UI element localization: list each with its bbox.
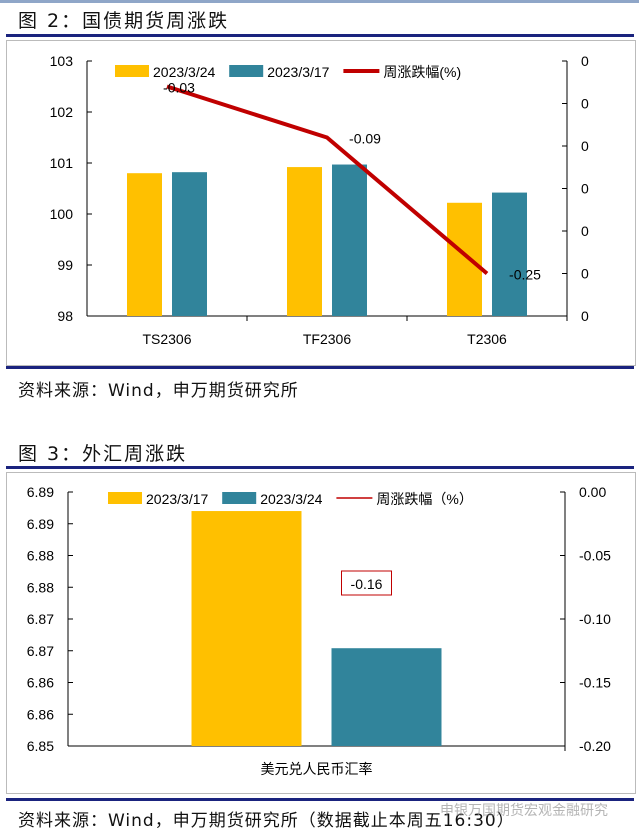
divider: [6, 466, 634, 469]
top-bar: [0, 0, 639, 3]
bar-2023/3/17: [332, 164, 367, 316]
data-label-box: [341, 570, 392, 596]
y2-tick-label: -0.10: [579, 611, 611, 627]
y-tick-label: 101: [50, 155, 74, 171]
line-series: [166, 84, 489, 276]
y-tick-label: 98: [57, 308, 73, 324]
y-tick-label: 6.88: [27, 548, 54, 564]
y-tick-label: 6.87: [27, 611, 54, 627]
data-label: -0.03: [163, 80, 195, 96]
data-label: -0.16: [351, 576, 383, 592]
y2-tick-label: 0.00: [579, 484, 606, 500]
figure-3-source: 资料来源：Wind，申万期货研究所（数据截止本周五16:30）: [18, 811, 515, 831]
y2-tick-label: 0: [581, 96, 589, 112]
category-label: T2306: [467, 331, 507, 347]
y2-tick-label: 0: [581, 181, 589, 197]
y2-tick-label: -0.20: [579, 738, 611, 754]
bar-2023/3/17: [191, 511, 302, 746]
bar-2023/3/24: [287, 167, 322, 316]
y2-tick-label: -0.15: [579, 675, 611, 691]
legend-label: 周涨跌幅（%）: [376, 491, 472, 507]
figure-3-title: 图 3：外汇周涨跌: [18, 443, 188, 465]
y-tick-label: 6.88: [27, 579, 54, 595]
y-tick-label: 6.87: [27, 643, 54, 659]
figure-2-title: 图 2：国债期货周涨跌: [18, 10, 230, 32]
bar-2023/3/24: [127, 173, 162, 316]
chart-2-frame: [6, 472, 636, 794]
y-tick-label: 6.89: [27, 516, 54, 532]
y-tick-label: 6.86: [27, 675, 54, 691]
legend-label: 2023/3/17: [267, 64, 329, 80]
divider: [6, 366, 634, 369]
y2-tick-label: 0: [581, 53, 589, 69]
legend-swatch: [108, 492, 142, 504]
legend-label: 2023/3/17: [146, 491, 208, 507]
data-label: -0.09: [349, 131, 381, 147]
y-tick-label: 99: [57, 257, 73, 273]
y-tick-label: 100: [50, 206, 74, 222]
category-label: TF2306: [303, 331, 351, 347]
watermark: 申银万国期货宏观金融研究: [440, 803, 608, 819]
y2-tick-label: 0: [581, 266, 589, 282]
y2-tick-label: 0: [581, 138, 589, 154]
legend-label: 2023/3/24: [260, 491, 322, 507]
bar-2023/3/17: [172, 172, 207, 316]
category-label: 美元兑人民币汇率: [261, 761, 373, 777]
y2-tick-label: 0: [581, 223, 589, 239]
y-tick-label: 102: [50, 104, 74, 120]
bar-2023/3/24: [447, 202, 482, 316]
y-tick-label: 103: [50, 53, 74, 69]
data-label: -0.25: [509, 267, 541, 283]
bar-2023/3/17: [492, 192, 527, 316]
legend-swatch: [229, 65, 264, 77]
y2-tick-label: 0: [581, 308, 589, 324]
y-tick-label: 6.86: [27, 706, 54, 722]
category-label: TS2306: [142, 331, 191, 347]
y-tick-label: 6.85: [27, 738, 54, 754]
legend-swatch: [115, 65, 149, 77]
y2-tick-label: -0.05: [579, 548, 611, 564]
legend-label: 2023/3/24: [153, 64, 215, 80]
legend-label: 周涨跌幅(%): [383, 64, 461, 80]
legend-swatch: [222, 492, 257, 504]
divider: [6, 798, 634, 801]
divider: [6, 34, 634, 37]
figure-2-source: 资料来源：Wind，申万期货研究所: [18, 381, 299, 401]
bar-2023/3/24: [331, 648, 442, 746]
y-tick-label: 6.89: [27, 484, 54, 500]
